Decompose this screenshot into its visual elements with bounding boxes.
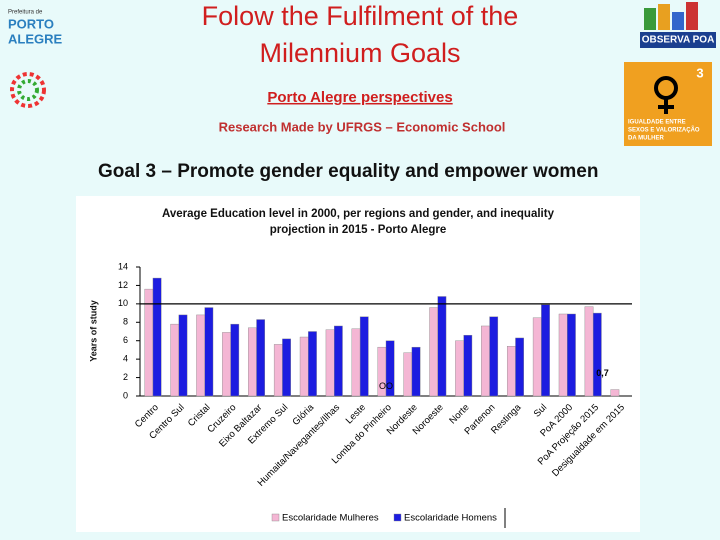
bar xyxy=(178,314,188,397)
bar xyxy=(437,296,447,397)
bar xyxy=(308,331,317,397)
legend-label: Escolaridade Mulheres xyxy=(282,513,379,524)
bar xyxy=(282,338,291,397)
bar xyxy=(429,307,438,397)
bar xyxy=(610,389,620,397)
observa-logo xyxy=(640,2,716,48)
bar xyxy=(558,313,568,397)
bar xyxy=(506,346,516,397)
y-tick-label: 4 xyxy=(123,354,128,364)
bar xyxy=(334,325,343,397)
chart-title: Average Education level in 2000, per reg… xyxy=(162,208,555,220)
value-label: 0,7 xyxy=(596,368,609,378)
bar xyxy=(222,332,231,397)
logo-text: ALEGRE xyxy=(8,31,63,46)
chart-title: projection in 2015 - Porto Alegre xyxy=(270,224,447,236)
logo-text: PORTO xyxy=(8,16,54,31)
bar xyxy=(489,316,499,397)
goal-heading: Goal 3 – Promote gender equality and emp… xyxy=(98,161,598,182)
bar xyxy=(273,344,283,397)
bar xyxy=(152,277,162,397)
y-axis-label: Years of study xyxy=(88,300,98,362)
bar xyxy=(455,340,464,397)
bar xyxy=(325,329,335,397)
bar xyxy=(256,319,266,397)
bar xyxy=(541,304,550,397)
bar xyxy=(196,314,205,397)
female-symbol xyxy=(654,76,678,114)
bar xyxy=(411,346,421,397)
research-text: Research Made by UFRGS – Economic School xyxy=(219,119,506,134)
bar xyxy=(204,307,214,397)
goal-badge-text: IGUALDADE ENTRE xyxy=(628,120,686,126)
bar xyxy=(592,312,602,397)
y-tick-label: 10 xyxy=(118,298,128,308)
logo-text: Prefeitura de xyxy=(8,10,43,16)
y-tick-label: 8 xyxy=(123,317,128,327)
y-tick-label: 6 xyxy=(123,335,128,345)
goal-number: 3 xyxy=(696,65,703,80)
bar xyxy=(385,340,395,397)
legend-swatch xyxy=(271,513,280,522)
bar xyxy=(248,327,257,397)
slide-subtitle: Porto Alegre perspectives xyxy=(267,89,452,106)
slide-title: Milennium Goals xyxy=(259,38,460,68)
bar xyxy=(230,323,240,397)
slide-title: Folow the Fulfilment of the xyxy=(202,1,519,31)
y-tick-label: 0 xyxy=(123,390,128,400)
bar xyxy=(481,325,490,397)
bar xyxy=(351,328,361,397)
goal-badge-text: SEXOS E VALORIZAÇÃO xyxy=(628,127,700,134)
y-tick-label: 2 xyxy=(123,372,128,382)
bar xyxy=(515,337,524,397)
goal-badge-text: DA MULHER xyxy=(628,136,664,142)
bar xyxy=(584,306,594,397)
bar xyxy=(299,336,309,397)
bar xyxy=(170,323,180,397)
annotation: OO xyxy=(379,381,393,391)
y-tick-label: 14 xyxy=(118,261,128,271)
bar xyxy=(532,317,542,397)
bar xyxy=(144,288,154,397)
bar xyxy=(403,352,413,397)
bar xyxy=(359,316,369,397)
legend-swatch xyxy=(393,513,402,522)
bar xyxy=(567,313,576,397)
logo-text: OBSERVA POA xyxy=(642,35,715,46)
legend-label: Escolaridade Homens xyxy=(404,513,497,524)
mdg-logo xyxy=(10,72,46,108)
bar xyxy=(463,334,473,397)
y-tick-label: 12 xyxy=(118,280,128,290)
